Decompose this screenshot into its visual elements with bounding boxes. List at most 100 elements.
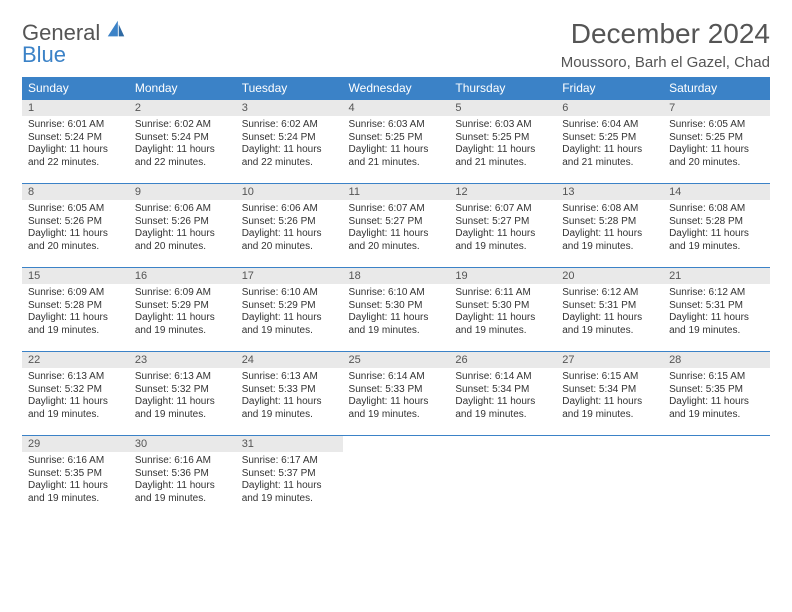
- calendar-cell: 28Sunrise: 6:15 AMSunset: 5:35 PMDayligh…: [663, 352, 770, 436]
- day-details: Sunrise: 6:10 AMSunset: 5:29 PMDaylight:…: [236, 284, 343, 341]
- calendar-cell: 21Sunrise: 6:12 AMSunset: 5:31 PMDayligh…: [663, 268, 770, 352]
- day-number: 20: [556, 268, 663, 284]
- day-details: Sunrise: 6:09 AMSunset: 5:28 PMDaylight:…: [22, 284, 129, 341]
- calendar-cell: 11Sunrise: 6:07 AMSunset: 5:27 PMDayligh…: [343, 184, 450, 268]
- day-number: 14: [663, 184, 770, 200]
- day-number: 9: [129, 184, 236, 200]
- weekday-header: Saturday: [663, 77, 770, 100]
- day-details: Sunrise: 6:05 AMSunset: 5:26 PMDaylight:…: [22, 200, 129, 257]
- calendar-cell: [449, 436, 556, 520]
- day-number: 6: [556, 100, 663, 116]
- calendar-cell: 9Sunrise: 6:06 AMSunset: 5:26 PMDaylight…: [129, 184, 236, 268]
- day-details: Sunrise: 6:06 AMSunset: 5:26 PMDaylight:…: [129, 200, 236, 257]
- day-details: Sunrise: 6:09 AMSunset: 5:29 PMDaylight:…: [129, 284, 236, 341]
- day-number: 2: [129, 100, 236, 116]
- weekday-header: Thursday: [449, 77, 556, 100]
- day-number: 12: [449, 184, 556, 200]
- calendar-cell: 1Sunrise: 6:01 AMSunset: 5:24 PMDaylight…: [22, 100, 129, 184]
- day-number: 24: [236, 352, 343, 368]
- day-number: 18: [343, 268, 450, 284]
- day-details: Sunrise: 6:16 AMSunset: 5:36 PMDaylight:…: [129, 452, 236, 509]
- day-details: Sunrise: 6:01 AMSunset: 5:24 PMDaylight:…: [22, 116, 129, 173]
- day-number: 27: [556, 352, 663, 368]
- sail-icon: [105, 18, 127, 40]
- day-details: Sunrise: 6:04 AMSunset: 5:25 PMDaylight:…: [556, 116, 663, 173]
- calendar-cell: [343, 436, 450, 520]
- day-details: Sunrise: 6:15 AMSunset: 5:34 PMDaylight:…: [556, 368, 663, 425]
- day-number: 7: [663, 100, 770, 116]
- day-details: Sunrise: 6:03 AMSunset: 5:25 PMDaylight:…: [343, 116, 450, 173]
- day-details: Sunrise: 6:07 AMSunset: 5:27 PMDaylight:…: [343, 200, 450, 257]
- calendar-cell: 25Sunrise: 6:14 AMSunset: 5:33 PMDayligh…: [343, 352, 450, 436]
- weekday-header: Monday: [129, 77, 236, 100]
- calendar-cell: [556, 436, 663, 520]
- day-number: 30: [129, 436, 236, 452]
- day-details: Sunrise: 6:14 AMSunset: 5:34 PMDaylight:…: [449, 368, 556, 425]
- calendar-row: 8Sunrise: 6:05 AMSunset: 5:26 PMDaylight…: [22, 184, 770, 268]
- day-number: 19: [449, 268, 556, 284]
- day-details: Sunrise: 6:15 AMSunset: 5:35 PMDaylight:…: [663, 368, 770, 425]
- day-details: Sunrise: 6:12 AMSunset: 5:31 PMDaylight:…: [663, 284, 770, 341]
- day-details: Sunrise: 6:02 AMSunset: 5:24 PMDaylight:…: [129, 116, 236, 173]
- calendar-cell: 7Sunrise: 6:05 AMSunset: 5:25 PMDaylight…: [663, 100, 770, 184]
- day-details: Sunrise: 6:16 AMSunset: 5:35 PMDaylight:…: [22, 452, 129, 509]
- calendar-cell: 24Sunrise: 6:13 AMSunset: 5:33 PMDayligh…: [236, 352, 343, 436]
- day-number: 1: [22, 100, 129, 116]
- calendar-cell: 17Sunrise: 6:10 AMSunset: 5:29 PMDayligh…: [236, 268, 343, 352]
- calendar-row: 22Sunrise: 6:13 AMSunset: 5:32 PMDayligh…: [22, 352, 770, 436]
- calendar-cell: 14Sunrise: 6:08 AMSunset: 5:28 PMDayligh…: [663, 184, 770, 268]
- day-number: 5: [449, 100, 556, 116]
- day-number: 15: [22, 268, 129, 284]
- calendar-cell: 29Sunrise: 6:16 AMSunset: 5:35 PMDayligh…: [22, 436, 129, 520]
- day-details: Sunrise: 6:10 AMSunset: 5:30 PMDaylight:…: [343, 284, 450, 341]
- day-details: Sunrise: 6:06 AMSunset: 5:26 PMDaylight:…: [236, 200, 343, 257]
- calendar-cell: 26Sunrise: 6:14 AMSunset: 5:34 PMDayligh…: [449, 352, 556, 436]
- calendar-cell: 4Sunrise: 6:03 AMSunset: 5:25 PMDaylight…: [343, 100, 450, 184]
- calendar-cell: 23Sunrise: 6:13 AMSunset: 5:32 PMDayligh…: [129, 352, 236, 436]
- calendar-cell: 30Sunrise: 6:16 AMSunset: 5:36 PMDayligh…: [129, 436, 236, 520]
- day-number: 21: [663, 268, 770, 284]
- calendar-cell: 2Sunrise: 6:02 AMSunset: 5:24 PMDaylight…: [129, 100, 236, 184]
- day-details: Sunrise: 6:03 AMSunset: 5:25 PMDaylight:…: [449, 116, 556, 173]
- day-details: Sunrise: 6:13 AMSunset: 5:32 PMDaylight:…: [129, 368, 236, 425]
- calendar-row: 1Sunrise: 6:01 AMSunset: 5:24 PMDaylight…: [22, 100, 770, 184]
- brand-text: General Blue: [22, 18, 127, 68]
- day-number: 28: [663, 352, 770, 368]
- weekday-header: Wednesday: [343, 77, 450, 100]
- calendar-cell: 5Sunrise: 6:03 AMSunset: 5:25 PMDaylight…: [449, 100, 556, 184]
- calendar-cell: 20Sunrise: 6:12 AMSunset: 5:31 PMDayligh…: [556, 268, 663, 352]
- day-details: Sunrise: 6:07 AMSunset: 5:27 PMDaylight:…: [449, 200, 556, 257]
- weekday-header: Sunday: [22, 77, 129, 100]
- calendar-row: 15Sunrise: 6:09 AMSunset: 5:28 PMDayligh…: [22, 268, 770, 352]
- calendar-head: SundayMondayTuesdayWednesdayThursdayFrid…: [22, 77, 770, 100]
- weekday-header: Friday: [556, 77, 663, 100]
- day-number: 29: [22, 436, 129, 452]
- day-number: 4: [343, 100, 450, 116]
- calendar-cell: 13Sunrise: 6:08 AMSunset: 5:28 PMDayligh…: [556, 184, 663, 268]
- weekday-row: SundayMondayTuesdayWednesdayThursdayFrid…: [22, 77, 770, 100]
- day-number: 22: [22, 352, 129, 368]
- calendar-cell: 19Sunrise: 6:11 AMSunset: 5:30 PMDayligh…: [449, 268, 556, 352]
- brand-logo: General Blue: [22, 18, 127, 68]
- location-text: Moussoro, Barh el Gazel, Chad: [561, 54, 770, 71]
- calendar-body: 1Sunrise: 6:01 AMSunset: 5:24 PMDaylight…: [22, 100, 770, 520]
- calendar-cell: 10Sunrise: 6:06 AMSunset: 5:26 PMDayligh…: [236, 184, 343, 268]
- calendar-cell: 15Sunrise: 6:09 AMSunset: 5:28 PMDayligh…: [22, 268, 129, 352]
- day-number: 26: [449, 352, 556, 368]
- day-details: Sunrise: 6:13 AMSunset: 5:32 PMDaylight:…: [22, 368, 129, 425]
- day-number: 3: [236, 100, 343, 116]
- month-title: December 2024: [561, 18, 770, 50]
- calendar-cell: 18Sunrise: 6:10 AMSunset: 5:30 PMDayligh…: [343, 268, 450, 352]
- day-details: Sunrise: 6:13 AMSunset: 5:33 PMDaylight:…: [236, 368, 343, 425]
- day-number: 17: [236, 268, 343, 284]
- calendar-cell: [663, 436, 770, 520]
- day-number: 16: [129, 268, 236, 284]
- day-number: 10: [236, 184, 343, 200]
- day-details: Sunrise: 6:14 AMSunset: 5:33 PMDaylight:…: [343, 368, 450, 425]
- brand-line2: Blue: [22, 42, 127, 68]
- day-number: 8: [22, 184, 129, 200]
- calendar-cell: 6Sunrise: 6:04 AMSunset: 5:25 PMDaylight…: [556, 100, 663, 184]
- day-number: 13: [556, 184, 663, 200]
- day-details: Sunrise: 6:17 AMSunset: 5:37 PMDaylight:…: [236, 452, 343, 509]
- day-details: Sunrise: 6:02 AMSunset: 5:24 PMDaylight:…: [236, 116, 343, 173]
